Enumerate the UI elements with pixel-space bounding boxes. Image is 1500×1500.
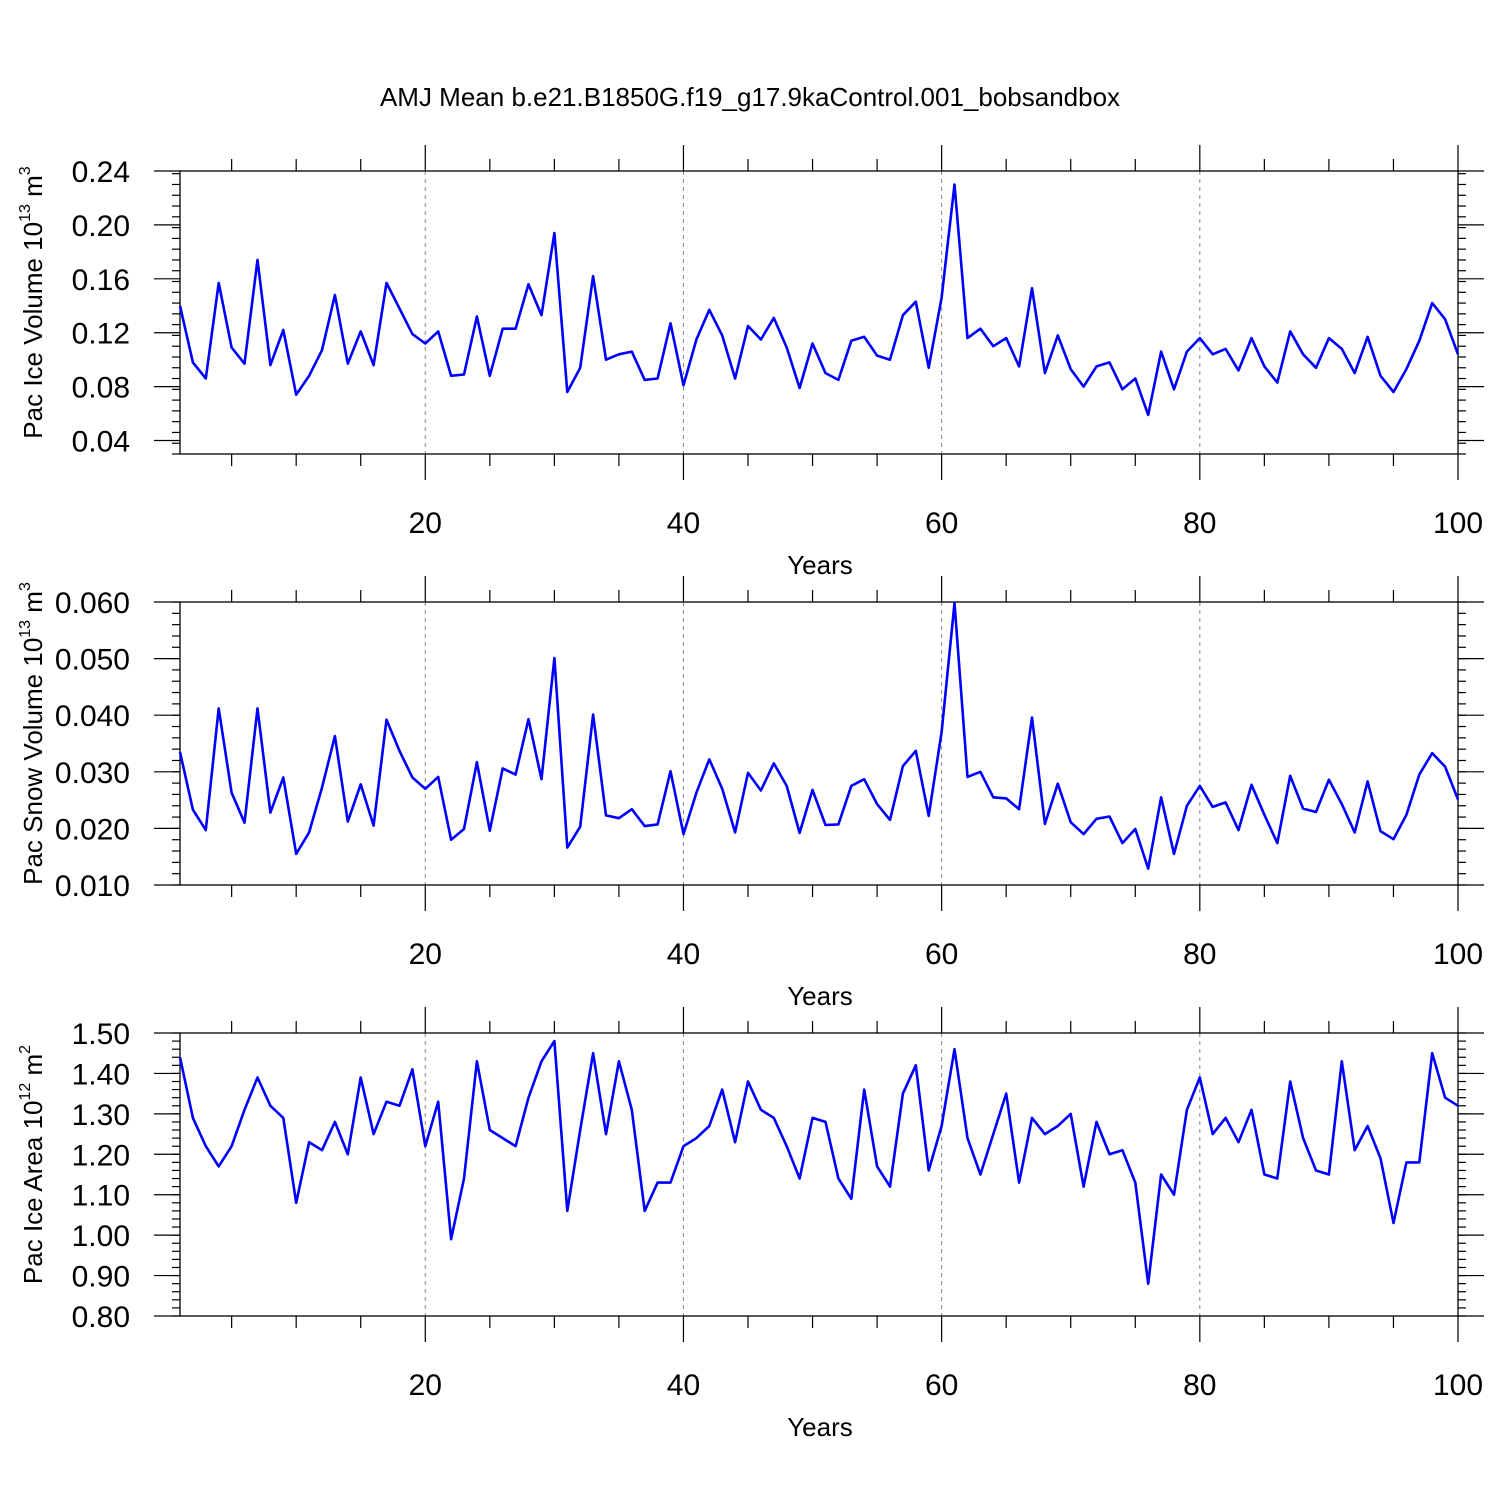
ice-volume-xtick-label: 80 [1183,507,1216,540]
ice-area-ylabel-unit-exponent: 2 [17,1045,34,1054]
ice-volume-series-line [178,183,1460,417]
snow-volume-ylabel-main: Pac Snow Volume 10 [18,638,48,885]
ice-area-ylabel-unit: m [18,1054,48,1083]
ice-area-xtick-label: 100 [1433,1369,1483,1402]
ice-area-xtick-label: 40 [667,1369,700,1402]
snow-volume-xtick-label: 40 [667,938,700,971]
snow-volume-xlabel: Years [787,981,853,1011]
ice-volume-xlabel: Years [787,550,853,580]
ice-volume-frame [179,170,1459,455]
ice-area-ylabel-exponent: 12 [17,1083,34,1101]
snow-volume-xtick-label: 20 [409,938,442,971]
ice-volume-ylabel-unit-exponent: 3 [17,166,34,175]
ice-area-xlabel: Years [787,1412,853,1442]
ice-volume-xtick-label: 20 [409,507,442,540]
snow-volume-xtick-label: 60 [925,938,958,971]
ice-area-ytick-label: 1.50 [72,1018,130,1051]
snow-volume-ytick-label: 0.030 [55,757,130,790]
snow-volume-xtick-label: 100 [1433,938,1483,971]
ice-area-xtick-label: 20 [409,1369,442,1402]
ice-volume-xtick-label: 60 [925,507,958,540]
snow-volume-ytick-label: 0.020 [55,813,130,846]
snow-volume-ytick-label: 0.060 [55,587,130,620]
snow-volume-panel: 0.010 0.020 0.030 0.040 0.050 0.060 20 40 60 80 10… [17,576,1484,1011]
ice-area-ytick-label: 1.20 [72,1139,130,1172]
ice-volume-panel: 0.04 0.08 0.12 0.16 0.20 0.24 20 40 60 80 100 Years… [17,145,1484,580]
ice-area-ytick-label: 1.10 [72,1180,130,1213]
ice-area-xtick-label: 60 [925,1369,958,1402]
snow-volume-ytick-label: 0.010 [55,870,130,903]
ice-area-ytick-label: 0.80 [72,1301,130,1334]
ice-area-ytick-label: 0.90 [72,1261,130,1294]
ice-volume-ytick-label: 0.08 [72,372,130,405]
ice-volume-ytick-label: 0.12 [72,318,130,351]
snow-volume-ylabel-unit: m [18,591,48,620]
snow-volume-ylabel: Pac Snow Volume 1013 m3 [17,582,48,885]
ice-volume-xtick-label: 40 [667,507,700,540]
snow-volume-ytick-label: 0.040 [55,700,130,733]
ice-area-xtick-label: 80 [1183,1369,1216,1402]
ice-volume-ylabel-main: Pac Ice Volume 10 [18,222,48,439]
snow-volume-series-line [178,601,1460,870]
snow-volume-ytick-label: 0.050 [55,644,130,677]
ice-volume-xtick-label: 100 [1433,507,1483,540]
ice-area-frame [179,1032,1459,1317]
snow-volume-ylabel-exponent: 13 [17,620,34,638]
snow-volume-xtick-label: 80 [1183,938,1216,971]
ice-volume-ylabel-exponent: 13 [17,204,34,222]
ice-area-ytick-label: 1.00 [72,1220,130,1253]
ice-volume-ytick-label: 0.04 [72,426,130,459]
ice-volume-ylabel: Pac Ice Volume 1013 m3 [17,166,48,439]
panels: 0.04 0.08 0.12 0.16 0.20 0.24 20 40 60 80 100 Years… [17,145,1484,1442]
ice-area-panel: 0.80 0.90 1.00 1.10 1.20 1.30 1.40 1.50 20 40 60 80… [17,1007,1484,1442]
ice-area-ylabel: Pac Ice Area 1012 m2 [17,1045,48,1284]
snow-volume-ylabel-unit-exponent: 3 [17,582,34,591]
ice-area-ylabel-main: Pac Ice Area 10 [18,1101,48,1285]
ice-area-ytick-label: 1.40 [72,1058,130,1091]
figure-title: AMJ Mean b.e21.B1850G.f19_g17.9kaControl… [380,82,1120,112]
ice-volume-ytick-label: 0.20 [72,210,130,243]
ice-area-series-line [178,1039,1459,1285]
ice-area-ytick-label: 1.30 [72,1099,130,1132]
ice-volume-ytick-label: 0.24 [72,156,130,189]
ice-volume-ytick-label: 0.16 [72,264,130,297]
ice-volume-ylabel-unit: m [18,175,48,204]
snow-volume-frame [179,601,1459,886]
